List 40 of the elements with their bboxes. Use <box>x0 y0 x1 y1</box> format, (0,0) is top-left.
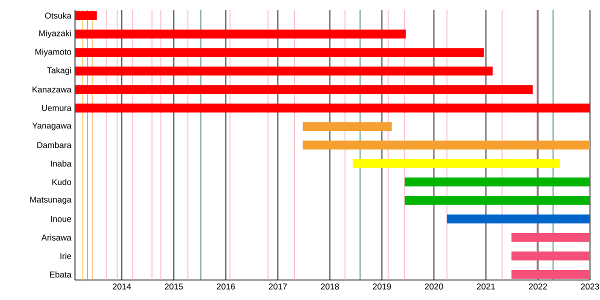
y-tick-label: Yanagawa <box>32 122 72 130</box>
x-tick-label: 2017 <box>268 284 287 290</box>
x-tick-label: 2020 <box>424 284 444 290</box>
bar <box>352 159 560 168</box>
x-tick-label: 2014 <box>112 284 131 290</box>
bar <box>446 214 590 224</box>
bar <box>511 270 590 279</box>
x-tick-label: 2016 <box>216 284 235 290</box>
bar <box>75 48 484 57</box>
y-tick-label: Takagi <box>47 67 71 75</box>
bar <box>302 140 590 150</box>
y-tick-label: Arisawa <box>41 234 72 241</box>
bar <box>302 122 392 131</box>
bar <box>75 85 533 94</box>
x-tick-label: 2019 <box>372 284 391 290</box>
y-tick-label: Kanazawa <box>32 86 72 92</box>
bar <box>75 66 493 76</box>
bar <box>75 104 590 112</box>
y-tick-label: Ebata <box>50 271 72 278</box>
x-tick-label: 2018 <box>320 284 339 290</box>
bar <box>404 196 590 205</box>
x-tick-label: 2023 <box>580 284 600 290</box>
y-tick-label: Otsuka <box>45 12 72 19</box>
y-tick-label: Kudo <box>52 178 72 186</box>
bar <box>404 178 590 186</box>
y-tick-label: Irie <box>60 252 72 260</box>
y-tick-label: Inoue <box>51 216 72 222</box>
x-tick-label: 2022 <box>528 284 547 290</box>
bar <box>511 233 590 242</box>
y-tick-label: Uemura <box>42 105 72 111</box>
bar <box>511 252 590 260</box>
y-tick-label: Dambara <box>37 142 72 148</box>
y-tick-label: Miyamoto <box>35 48 72 56</box>
bar <box>75 11 97 20</box>
x-tick-label: 2021 <box>476 284 495 290</box>
y-tick-label: Inaba <box>51 160 72 167</box>
x-tick-label: 2015 <box>164 284 183 290</box>
y-tick-label: Miyazaki <box>39 30 71 38</box>
y-tick-label: Matsunaga <box>30 196 72 204</box>
bar <box>75 30 406 38</box>
